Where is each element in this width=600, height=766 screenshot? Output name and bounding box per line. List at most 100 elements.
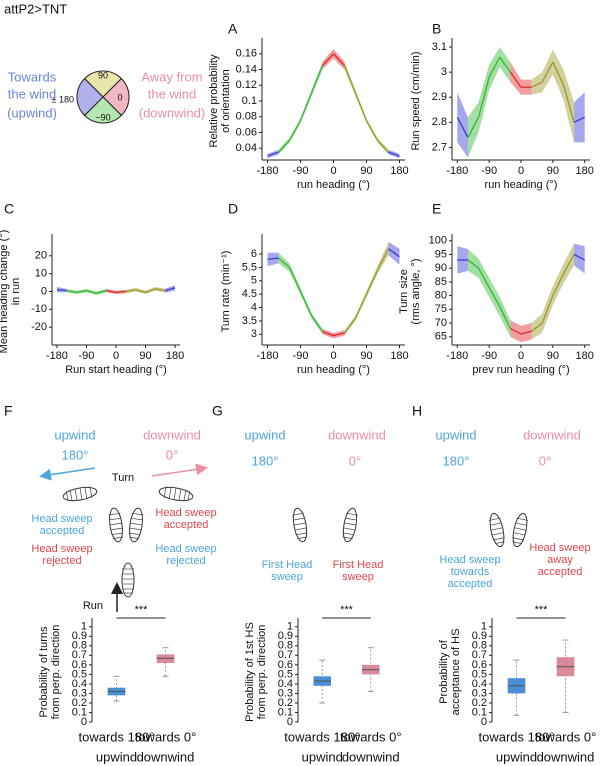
y-tick-label: 0.9 bbox=[72, 630, 87, 642]
x-tick-label: -180 bbox=[46, 350, 68, 362]
line-segment bbox=[288, 267, 302, 292]
line-segment bbox=[76, 289, 87, 294]
line-segment bbox=[288, 120, 302, 141]
error-band bbox=[267, 252, 279, 267]
line-segment bbox=[96, 289, 107, 294]
y-tick-label: 2.7 bbox=[432, 141, 447, 153]
y-tick-label: 0.9 bbox=[278, 630, 293, 642]
line-segment bbox=[467, 117, 480, 138]
x-tick-label: -180 bbox=[446, 350, 468, 362]
line-segment bbox=[531, 322, 543, 332]
panel-letter: A bbox=[228, 21, 238, 37]
line-segment bbox=[477, 267, 490, 288]
line-segment bbox=[56, 289, 67, 292]
larva bbox=[121, 562, 135, 598]
upwind-label: Towards bbox=[8, 69, 57, 84]
x-axis-label: run heading (°) bbox=[297, 179, 370, 191]
line-segment bbox=[135, 289, 146, 294]
y-tick-label: 0.1 bbox=[242, 95, 257, 107]
y-axis-label: Run speed (cm/min) bbox=[410, 51, 422, 150]
group-label: downwind bbox=[342, 749, 400, 764]
y-tick-label: 0.3 bbox=[278, 687, 293, 699]
y-axis-label: (rms angle, °) bbox=[410, 258, 422, 324]
x-tick-label: towards 180° bbox=[284, 729, 360, 744]
larva bbox=[290, 506, 310, 544]
upwind-label: the wind bbox=[8, 86, 56, 101]
x-tick-label: 90 bbox=[360, 165, 372, 177]
line-segment bbox=[467, 259, 479, 269]
orientation-key: 90 0 −90 ± 180 Towards the wind (upwind)… bbox=[7, 69, 205, 124]
y-tick-label: 0.7 bbox=[72, 649, 87, 661]
line-segment bbox=[541, 295, 554, 324]
line-segment bbox=[310, 315, 324, 332]
y-axis-label: Probability of turns bbox=[38, 626, 50, 718]
y-tick-label: 80 bbox=[435, 290, 447, 302]
angle: 0° bbox=[166, 447, 178, 462]
line-segment bbox=[573, 253, 585, 261]
sector bbox=[102, 77, 130, 117]
x-tick-label: -90 bbox=[293, 350, 309, 362]
y-tick-label: 0.5 bbox=[72, 668, 87, 680]
upwind: upwind bbox=[244, 427, 285, 442]
x-tick-label: -90 bbox=[79, 350, 95, 362]
panel-letter: D bbox=[228, 201, 238, 217]
y-tick-label: 4.5 bbox=[242, 288, 257, 300]
panel-letter: H bbox=[412, 403, 422, 419]
line-segment bbox=[388, 151, 400, 157]
line-segment bbox=[552, 273, 565, 296]
x-tick-label: 90 bbox=[139, 350, 151, 362]
note: Head sweep bbox=[529, 542, 590, 554]
y-tick-label: 95 bbox=[435, 248, 447, 260]
line-segment bbox=[477, 76, 490, 118]
line-segment bbox=[125, 289, 136, 293]
y-tick-label: -20 bbox=[31, 321, 47, 333]
line-segment bbox=[66, 289, 77, 294]
y-tick-label: 90 bbox=[435, 262, 447, 274]
significance: *** bbox=[340, 604, 354, 616]
line-segment bbox=[354, 293, 368, 319]
x-tick-label: 90 bbox=[360, 350, 372, 362]
line-segment bbox=[145, 288, 156, 294]
x-tick-label: towards 0° bbox=[535, 729, 597, 744]
line-segment bbox=[562, 84, 575, 123]
x-tick-label: 0 bbox=[518, 350, 524, 362]
downwind: downwind bbox=[523, 427, 581, 442]
sector bbox=[83, 96, 123, 124]
line-segment bbox=[376, 248, 390, 271]
panel-letter: C bbox=[4, 201, 14, 217]
note: away bbox=[547, 554, 573, 566]
upwind: upwind bbox=[435, 427, 476, 442]
panel-letter: F bbox=[4, 403, 13, 419]
line-segment bbox=[278, 257, 290, 268]
y-tick-label: 1 bbox=[481, 621, 487, 633]
sector bbox=[83, 70, 123, 98]
line-segment bbox=[488, 287, 501, 307]
line-segment bbox=[541, 61, 554, 83]
line-segment bbox=[155, 288, 166, 292]
x-tick-label: 180 bbox=[576, 350, 594, 362]
upwind-tag: (upwind) bbox=[7, 105, 57, 120]
y-tick-label: 0 bbox=[287, 716, 293, 728]
downwind-label: Away from bbox=[141, 69, 202, 84]
note: accepted bbox=[164, 519, 209, 531]
angle: 180° bbox=[62, 447, 89, 462]
y-tick-label: 0.3 bbox=[72, 687, 87, 699]
larva bbox=[127, 506, 145, 544]
larva bbox=[157, 484, 195, 504]
x-tick-label: towards 180° bbox=[478, 729, 554, 744]
y-tick-label: 3.1 bbox=[432, 41, 447, 53]
x-axis-label: run heading (°) bbox=[297, 364, 370, 376]
group-label: downwind bbox=[137, 749, 195, 764]
line-segment bbox=[456, 117, 469, 138]
x-tick-label: towards 0° bbox=[340, 729, 402, 744]
note: Head sweep bbox=[155, 543, 216, 555]
arrow bbox=[39, 467, 96, 481]
y-axis-label: of orientation bbox=[220, 69, 232, 133]
line-segment bbox=[267, 257, 279, 261]
error-band bbox=[531, 72, 543, 95]
downwind-label: the wind bbox=[148, 86, 196, 101]
y-tick-label: 0.6 bbox=[472, 659, 487, 671]
x-tick-label: 0 bbox=[113, 350, 119, 362]
line-segment bbox=[562, 254, 575, 274]
note: Head sweep bbox=[439, 554, 500, 566]
